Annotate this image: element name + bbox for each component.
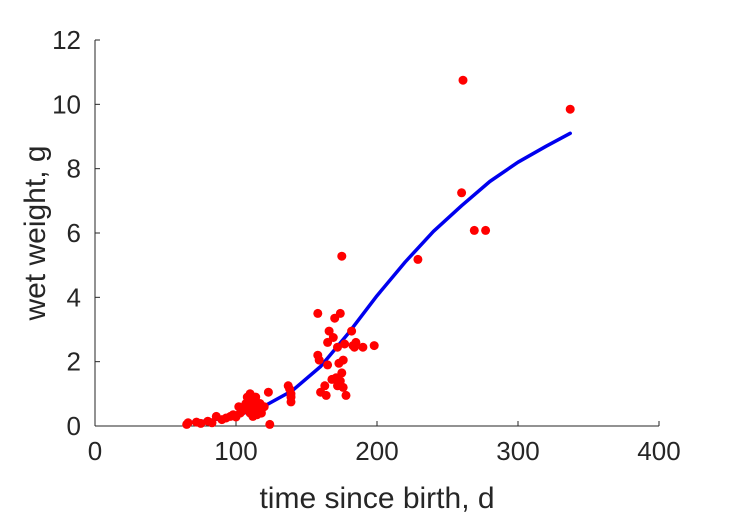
data-point xyxy=(328,333,338,342)
x-tick-label: 100 xyxy=(214,436,257,466)
x-tick-label: 0 xyxy=(88,436,102,466)
chart-marks xyxy=(182,75,575,429)
x-tick-label: 200 xyxy=(355,436,398,466)
data-point xyxy=(251,392,261,402)
data-point xyxy=(340,339,350,349)
data-point xyxy=(207,418,217,428)
axes: 0 100 200 300 400 0 2 4 6 8 10 12 xyxy=(52,25,681,466)
data-point xyxy=(413,254,423,264)
data-point xyxy=(358,342,368,352)
y-tick-label: 4 xyxy=(67,282,81,312)
data-point xyxy=(324,326,334,336)
x-tick-label: 300 xyxy=(496,436,539,466)
data-point xyxy=(314,355,324,365)
y-tick-label: 0 xyxy=(67,411,81,441)
data-point xyxy=(351,337,361,347)
data-point xyxy=(481,225,491,235)
data-point xyxy=(469,225,479,235)
y-tick-label: 8 xyxy=(67,154,81,184)
data-point xyxy=(458,75,468,85)
data-point xyxy=(259,402,269,412)
x-axis-label: time since birth, d xyxy=(259,482,494,515)
data-point xyxy=(196,418,206,428)
data-point xyxy=(338,382,348,392)
data-point xyxy=(320,381,330,391)
y-tick-label: 12 xyxy=(52,25,81,55)
data-point xyxy=(565,104,575,114)
data-point xyxy=(457,188,467,198)
data-point xyxy=(337,368,347,378)
fit-curve-line xyxy=(184,131,572,425)
data-point xyxy=(323,360,333,370)
y-tick-label: 10 xyxy=(52,89,81,119)
data-point xyxy=(347,326,357,336)
data-point xyxy=(265,419,275,429)
data-point xyxy=(335,308,345,318)
data-point xyxy=(313,308,323,318)
data-point xyxy=(286,397,296,407)
data-point xyxy=(341,390,351,400)
data-point xyxy=(321,390,331,400)
y-axis-label: wet weight, g xyxy=(19,145,52,321)
data-point xyxy=(338,355,348,365)
y-tick-label: 6 xyxy=(67,218,81,248)
data-point xyxy=(369,341,379,351)
data-point xyxy=(183,418,193,428)
data-point xyxy=(337,251,347,261)
data-point xyxy=(263,387,273,397)
y-tick-label: 2 xyxy=(67,347,81,377)
data-point xyxy=(333,342,342,352)
x-tick-label: 400 xyxy=(637,436,680,466)
